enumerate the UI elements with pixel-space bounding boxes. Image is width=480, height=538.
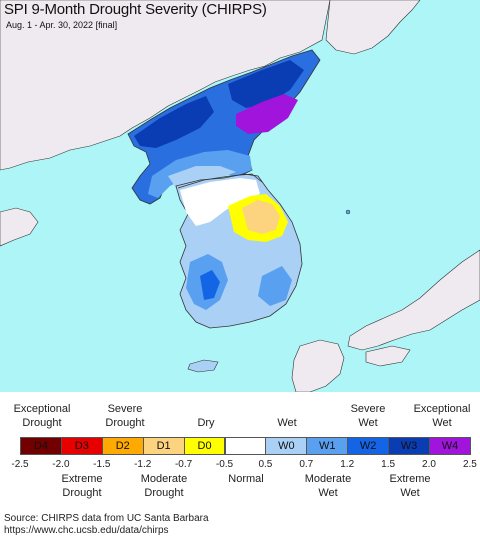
legend-swatch-w2: W2	[347, 437, 390, 455]
legend-bottom-label: Moderate Drought	[140, 473, 188, 499]
legend-tick: -2.0	[52, 459, 70, 470]
map-subtitle: Aug. 1 - Apr. 30, 2022 [final]	[6, 20, 118, 30]
legend-swatch-d3: D3	[60, 437, 103, 455]
china-landmass	[0, 0, 331, 171]
source-credit: Source: CHIRPS data from UC Santa Barbar…	[4, 513, 209, 524]
legend-swatch-d0: D0	[183, 437, 226, 455]
legend-swatch-w3: W3	[388, 437, 430, 455]
legend-tick: -0.7	[174, 459, 193, 470]
legend-tick: -1.2	[134, 459, 152, 470]
legend-top-label: Dry	[197, 417, 215, 429]
jeju-island	[187, 359, 219, 373]
legend-swatch-w1: W1	[306, 437, 349, 455]
legend-swatch-d4: D4	[20, 437, 62, 455]
map-title: SPI 9-Month Drought Severity (CHIRPS)	[4, 1, 267, 18]
legend-swatch-w4: W4	[429, 437, 471, 455]
nk-w3-north	[228, 60, 304, 108]
legend-swatch-d1: D1	[142, 437, 185, 455]
sk-normal-area	[180, 178, 260, 226]
legend-tick: 1.2	[340, 459, 355, 470]
china-coast-west	[0, 207, 39, 247]
legend-tick: 1.5	[381, 459, 396, 470]
legend-top-label: Severe Drought	[105, 403, 145, 429]
legend-tick: 0.5	[258, 459, 273, 470]
legend-top-label: Exceptional Drought	[13, 403, 71, 429]
drought-map: SPI 9-Month Drought Severity (CHIRPS) Au…	[0, 0, 480, 392]
legend-tick: -0.5	[215, 459, 234, 470]
legend-swatch-normal	[224, 437, 267, 455]
source-url: https://www.chc.ucsb.edu/data/chirps	[4, 525, 169, 536]
legend-bottom-label: Normal	[228, 473, 264, 485]
nk-w4-patch	[236, 94, 298, 134]
ulleung-island	[345, 209, 351, 215]
legend: Exceptional Drought Severe Drought Dry Wet Sev…	[0, 392, 480, 512]
legend-top-label: Exceptional Wet	[413, 403, 471, 429]
legend-bottom-label: Moderate Wet	[304, 473, 352, 499]
russia-landmass	[325, 0, 421, 55]
legend-tick: 2.0	[422, 459, 436, 470]
nk-w0-south	[168, 166, 236, 188]
legend-top-label: Severe Wet	[350, 403, 386, 429]
japan-shikoku	[365, 345, 411, 367]
legend-tick: 2.5	[462, 459, 477, 470]
legend-swatch-w0: W0	[265, 437, 308, 455]
nk-w3-west	[134, 96, 214, 148]
sk-d1-area	[242, 200, 280, 234]
legend-bottom-label: Extreme Wet	[389, 473, 431, 499]
legend-tick: -1.5	[93, 459, 111, 470]
nk-sk-border	[177, 173, 263, 189]
legend-bottom-label: Extreme Drought	[61, 473, 103, 499]
legend-swatch-d2: D2	[101, 437, 144, 455]
japan-kyushu	[291, 339, 345, 392]
legend-tick: -2.5	[11, 459, 29, 470]
legend-top-label: Wet	[277, 417, 297, 429]
map-canvas	[0, 0, 480, 392]
sk-w1-east	[258, 266, 292, 306]
legend-tick: 0.7	[299, 459, 314, 470]
sk-w2-southwest	[200, 270, 220, 300]
japan-landmass	[347, 249, 480, 351]
